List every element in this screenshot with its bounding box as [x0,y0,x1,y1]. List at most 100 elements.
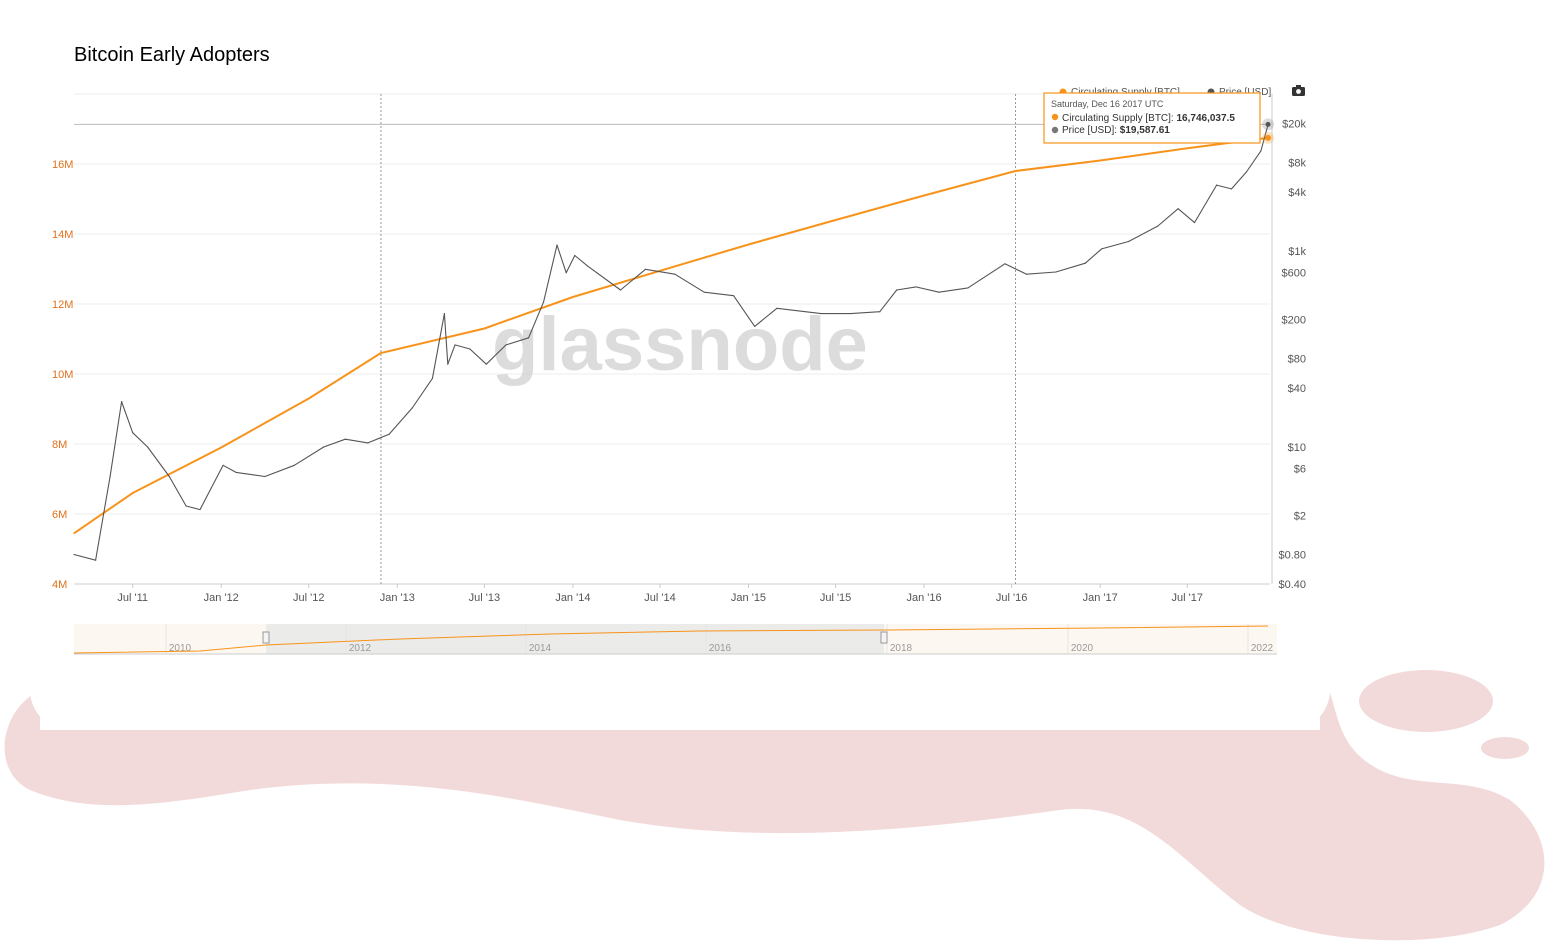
tooltip-supply-row: Circulating Supply [BTC]: 16,746,037.5 [1062,113,1235,124]
x-tick-label: Jul '13 [469,592,500,604]
price-point [132,432,134,434]
price-point [1177,208,1179,210]
x-tick-label: Jan '14 [555,592,590,604]
right-axis: $0.40 $0.80 $2 $6 $10 $40 $80 $200 $600 $1k $4k $8k… [1278,119,1306,591]
price-point [776,307,778,309]
tooltip-supply-dot [1051,113,1059,121]
price-point [1215,184,1218,186]
price-point [1025,273,1028,275]
navigator-supply-line [73,625,1269,654]
price-point [185,505,187,507]
right-tick-label: $200 [1282,315,1306,327]
price-point [967,287,969,289]
x-tick-label: Jan '16 [907,592,942,604]
right-tick-label: $4k [1288,187,1306,199]
right-tick-label: $20k [1282,119,1306,131]
navigator-year-label: 2012 [349,643,372,654]
price-point [938,291,940,293]
price-point [1193,221,1196,224]
price-point [1101,248,1103,250]
pink-blob-small [1481,737,1529,759]
price-point [542,301,545,303]
navigator-year-label: 2016 [709,643,732,654]
price-point [147,446,149,448]
right-tick-label: $600 [1282,268,1306,280]
x-tick-label: Jan '13 [380,592,415,604]
price-point [565,272,567,274]
supply-point [308,397,310,400]
watermark: glassnode [492,302,868,387]
supply-point [834,219,837,221]
price-point [109,475,111,478]
x-tick-label: Jul '11 [117,592,148,604]
navigator-year-label: 2018 [890,643,913,654]
left-tick-label: 16M [52,159,73,171]
navigator-year-label: 2010 [169,643,192,654]
right-tick-label: $0.80 [1278,549,1306,561]
left-axis: 4M 6M 8M 10M 12M 14M 16M [52,159,73,591]
supply-hover-marker [1265,134,1272,141]
price-point [674,273,676,275]
supply-point [483,327,485,330]
supply-point [572,296,574,298]
navigator-year-label: 2020 [1071,643,1094,654]
x-tick-label: Jan '17 [1083,592,1118,604]
pink-blob-large [1359,670,1493,732]
x-tick-label: Jul '15 [820,592,851,604]
navigator[interactable]: 2010 2012 2014 2016 2018 2020 2022 [73,624,1277,655]
price-point [411,407,413,409]
right-tick-label: $0.40 [1278,579,1306,591]
supply-point [747,243,750,246]
price-point [235,471,237,474]
navigator-handle-right[interactable] [880,631,888,644]
navigator-selection[interactable] [266,624,884,654]
price-point [1230,188,1233,190]
page-title: Bitcoin Early Adopters [74,44,270,66]
price-point [1157,225,1159,227]
supply-point [73,532,75,534]
price-point [367,442,369,444]
x-tick-label: Jan '15 [731,592,766,604]
price-point [644,268,647,270]
x-tick-label: Jan '12 [204,592,239,604]
price-point [879,311,881,313]
price-point [1084,262,1086,264]
price-point [199,508,201,511]
price-point [222,464,224,466]
price-point [293,464,295,466]
left-tick-label: 8M [52,439,67,451]
price-point [587,265,589,267]
x-tick-label: Jul '12 [293,592,324,604]
supply-point [220,446,222,449]
supply-point [1014,170,1017,172]
left-tick-label: 14M [52,229,73,241]
navigator-handle-left[interactable] [262,631,270,644]
x-tick-label: Jul '14 [644,592,675,604]
price-point [754,325,756,328]
supply-point [1186,147,1188,149]
price-point [447,363,449,365]
right-tick-label: $80 [1288,353,1306,365]
series-layer [73,118,1275,561]
left-tick-label: 12M [52,299,73,311]
price-point [849,312,852,315]
price-point [1245,171,1248,173]
price-point [1055,271,1057,273]
price-point [454,344,456,346]
right-tick-label: $10 [1288,442,1306,454]
tooltip-price-value: $19,587.61 [1120,125,1170,136]
camera-icon[interactable] [1292,85,1305,96]
pink-blob [4,670,1545,941]
price-point [323,446,325,448]
price-point [1127,240,1130,243]
tooltip-price-label: Price [USD]: [1062,125,1120,136]
price-point [388,433,390,435]
price-point [732,295,735,297]
supply-point [380,352,382,354]
price-hover-marker [1265,121,1271,127]
price-point [168,475,170,478]
price-point [344,438,346,440]
right-tick-label: $2 [1294,511,1306,523]
price-point [485,363,487,365]
